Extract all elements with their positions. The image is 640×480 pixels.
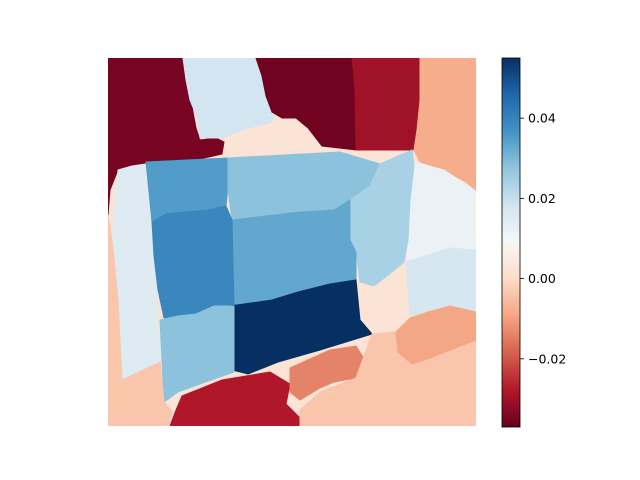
heatmap-region-floor-left	[108, 214, 173, 426]
heatmap-region-floor-center-orange	[289, 345, 371, 401]
heatmap-region-far-right-upper	[413, 58, 476, 191]
heatmap-region-floor-right-orange	[395, 305, 476, 365]
heatmap-region-upper-right-wall	[351, 58, 421, 151]
colorbar-tick-label: 0.04	[528, 111, 556, 126]
heatmap-plot-area	[108, 58, 476, 426]
colorbar-tick-label: 0.02	[528, 191, 556, 206]
heatmap-region-far-right-lower	[405, 247, 476, 317]
heatmap-region-box-lower-left	[159, 305, 235, 403]
colorbar-tick-label: 0.00	[528, 271, 556, 286]
heatmap-region-floor-bottom-red	[169, 371, 309, 426]
colorbar: −0.02 0.00 0.02 0.04	[501, 57, 566, 428]
heatmap-region-box-dark-block	[229, 279, 373, 375]
colorbar-tick-label: −0.02	[528, 351, 566, 366]
colorbar-gradient	[501, 57, 521, 428]
colorbar-ticks: −0.02 0.00 0.02 0.04	[520, 111, 566, 366]
heatmap-region-box-left-mid	[151, 205, 235, 319]
